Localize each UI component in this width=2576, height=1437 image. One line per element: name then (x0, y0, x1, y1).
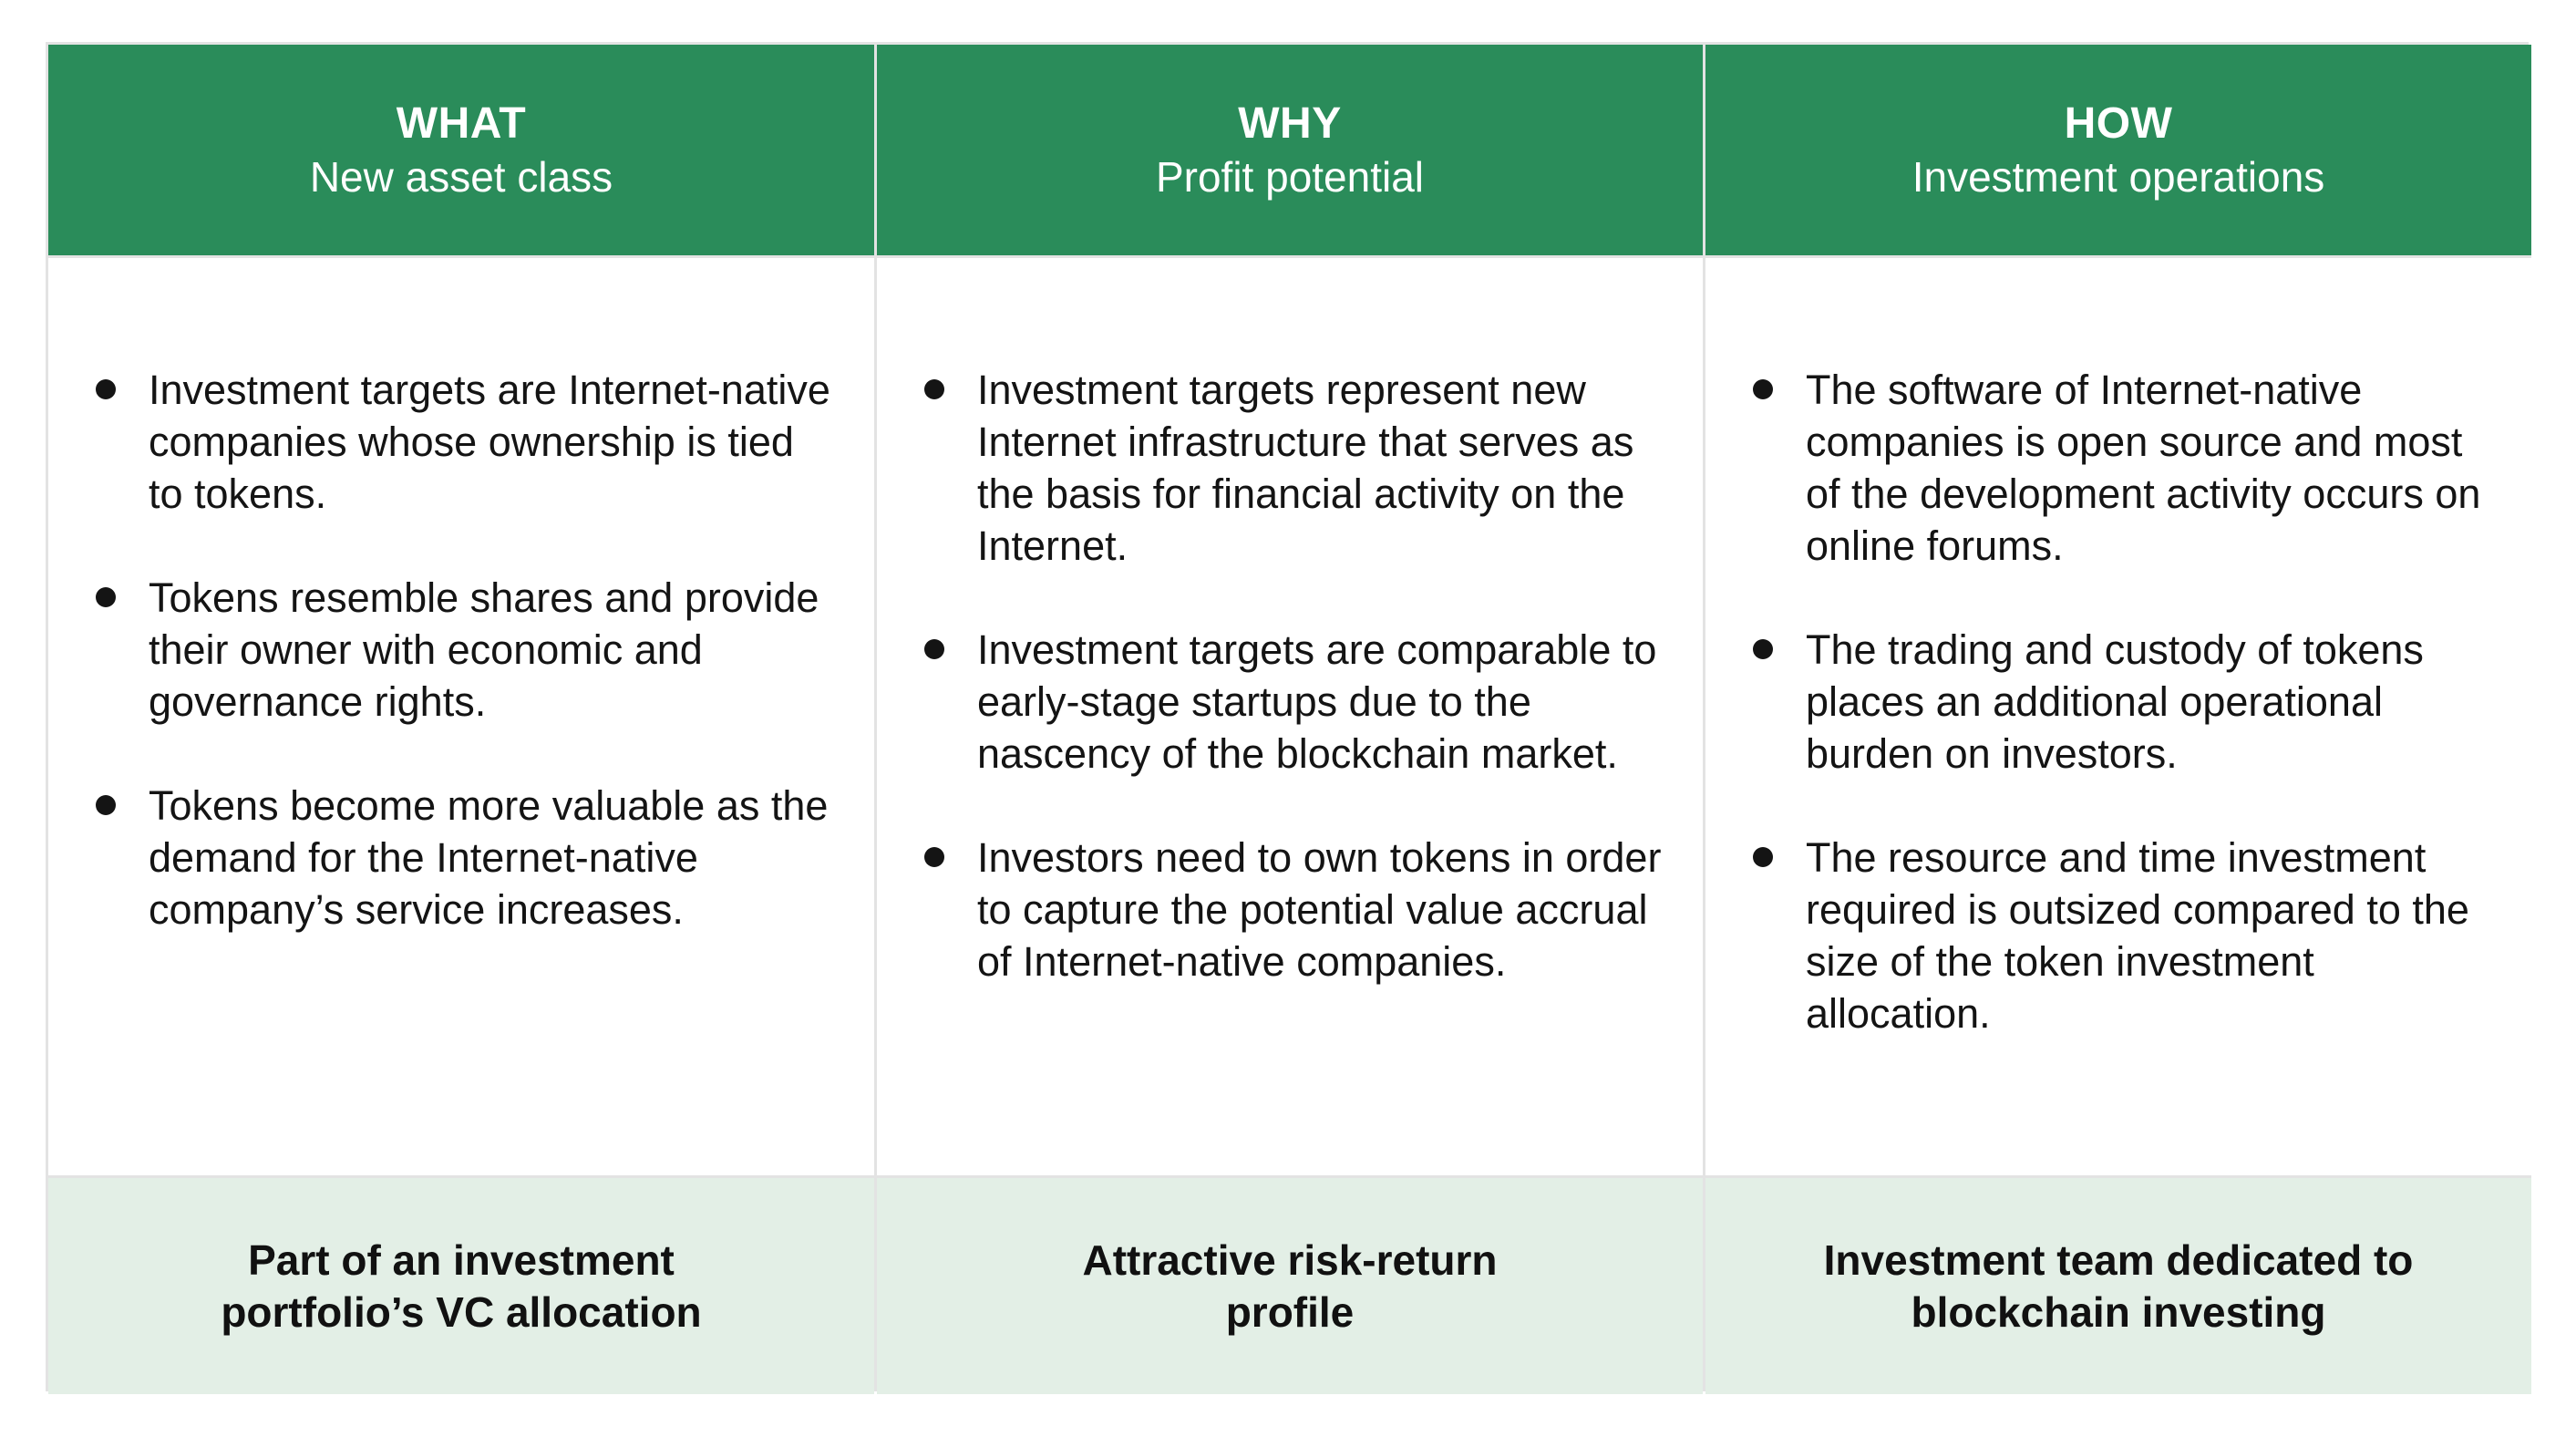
footer-line: portfolio’s VC allocation (221, 1287, 702, 1336)
header-what: WHAT New asset class (48, 45, 874, 258)
bullet-text: Tokens resemble shares and provide their… (149, 574, 819, 725)
header-subtitle: Profit potential (1155, 152, 1425, 201)
bullet-list: Investment targets are Internet-native c… (48, 258, 874, 936)
bullet-text: Tokens become more valuable as the deman… (149, 782, 829, 933)
body-what: Investment targets are Internet-native c… (48, 258, 874, 1175)
header-how: HOW Investment operations (1705, 45, 2531, 258)
bullet-icon (1753, 639, 1773, 659)
list-item: The resource and time investment require… (1753, 832, 2495, 1039)
bullet-list: Investment targets represent new Interne… (877, 258, 1703, 987)
list-item: The software of Internet-native companie… (1753, 364, 2495, 572)
footer-why: Attractive risk-return profile (877, 1175, 1703, 1394)
bullet-text: Investment targets are Internet-native c… (149, 367, 830, 517)
header-subtitle: New asset class (309, 152, 613, 201)
bullet-icon (96, 795, 116, 815)
body-how: The software of Internet-native companie… (1705, 258, 2531, 1175)
bullet-text: Investment targets are comparable to ear… (977, 626, 1657, 777)
bullet-icon (1753, 379, 1773, 399)
bullet-text: The software of Internet-native companie… (1806, 367, 2481, 569)
header-subtitle: Investment operations (1911, 152, 2325, 201)
footer-line: Attractive risk-return (1082, 1235, 1498, 1284)
bullet-icon (1753, 847, 1773, 867)
bullet-text: The trading and custody of tokens places… (1806, 626, 2424, 777)
header-title: WHY (1238, 98, 1342, 148)
footer-how: Investment team dedicated to blockchain … (1705, 1175, 2531, 1394)
bullet-icon (924, 379, 944, 399)
bullet-text: Investment targets represent new Interne… (977, 367, 1634, 569)
list-item: Tokens become more valuable as the deman… (96, 780, 838, 936)
list-item: Investors need to own tokens in order to… (924, 832, 1666, 987)
list-item: Investment targets represent new Interne… (924, 364, 1666, 572)
bullet-text: The resource and time investment require… (1806, 834, 2469, 1037)
list-item: The trading and custody of tokens places… (1753, 624, 2495, 780)
list-item: Investment targets are comparable to ear… (924, 624, 1666, 780)
bullet-icon (96, 379, 116, 399)
header-title: WHAT (396, 98, 527, 148)
list-item: Investment targets are Internet-native c… (96, 364, 838, 520)
bullet-icon (924, 639, 944, 659)
footer-what: Part of an investment portfolio’s VC all… (48, 1175, 874, 1394)
header-title: HOW (2064, 98, 2173, 148)
footer-line: Part of an investment (248, 1235, 675, 1284)
header-why: WHY Profit potential (877, 45, 1703, 258)
bullet-icon (96, 587, 116, 607)
framework-table: WHAT New asset class WHY Profit potentia… (46, 42, 2531, 1394)
list-item: Tokens resemble shares and provide their… (96, 572, 838, 728)
bullet-list: The software of Internet-native companie… (1705, 258, 2531, 1039)
footer-line: Investment team dedicated to (1823, 1235, 2414, 1284)
footer-line: blockchain investing (1911, 1287, 2326, 1336)
bullet-icon (924, 847, 944, 867)
footer-line: profile (1225, 1287, 1355, 1336)
bullet-text: Investors need to own tokens in order to… (977, 834, 1662, 985)
body-why: Investment targets represent new Interne… (877, 258, 1703, 1175)
